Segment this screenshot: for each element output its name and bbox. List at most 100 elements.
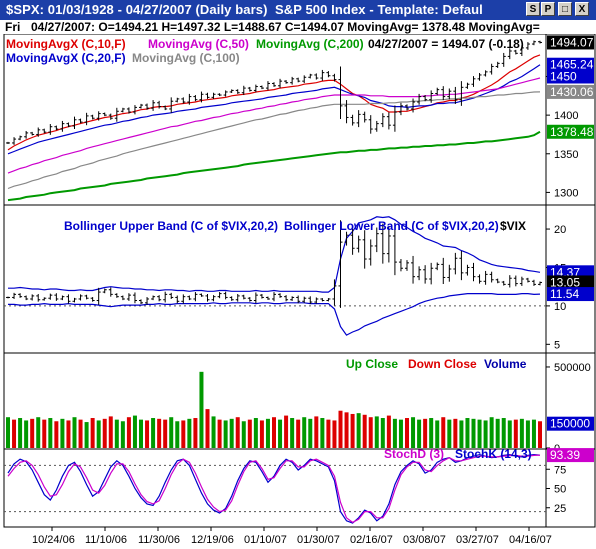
volume-bar [102,418,107,448]
volume-bar [205,409,210,448]
volume-bar [356,413,361,448]
x-tick-label: 01/30/07 [297,534,340,546]
volume-bar [302,417,307,448]
y-tick-label: 1350 [554,149,578,161]
volume-bar [386,415,391,448]
volume-bar [265,418,270,448]
price-tag-bg [547,57,594,72]
volume-bar [247,419,252,448]
volume-bar [211,416,216,448]
volume-bar [405,418,409,448]
volume-bar [18,418,23,448]
volume-bar [169,417,174,448]
volume-bar [423,418,428,448]
volume-bar [477,419,482,448]
movingavgx-c-20-f-line [7,64,541,155]
x-tick-label: 12/19/06 [191,534,234,546]
stoch-tag: 93.39 [550,448,580,462]
volume-bar [525,420,530,448]
y-tick-label: 1400 [554,110,578,122]
x-tick-label: 02/16/07 [350,534,393,546]
volume-bar [392,418,397,448]
volume-bar [199,371,204,448]
volume-bar [538,421,542,448]
movingavg-c-100-line [7,91,541,190]
volume-bar [344,412,349,448]
price-legend: 04/27/2007 = 1494.07 (-0.18) [368,37,524,51]
bollinger-lower-band-c-of-vix-20-2-line [8,293,541,336]
volume-legend: Up Close [346,357,398,371]
volume-bar [54,421,59,448]
volume-bar [145,420,150,448]
volume-bar [30,418,35,448]
volume-bar [126,417,131,448]
chart-area: 13001350140014505101520050000025507510/2… [3,34,596,546]
volume-bar [453,418,458,448]
volume-bar [326,419,331,448]
volume-bar [441,417,446,448]
title-template: - Template: Defaul [369,2,483,17]
volume-bar [175,421,180,448]
volume-bar [483,420,488,448]
volume-bar [296,419,301,448]
volume-bar [223,420,228,448]
price-tag: 1450 [550,70,577,84]
volume-bar [495,418,500,448]
volume-bar [187,418,192,448]
volume-legend: Down Close [408,357,477,371]
volume-bar [284,415,289,448]
axis-frame [545,34,596,528]
volume-bar [114,419,119,448]
x-tick-label: 04/16/07 [509,534,552,546]
p-button[interactable]: P [541,2,555,16]
price-tag: 1465.24 [550,58,594,72]
y-tick-label: 5 [554,339,560,351]
window-titlebar: $SPX: 01/03/1928 - 04/27/2007 (Daily bar… [0,0,596,20]
volume-bar [72,417,77,448]
x-tick-label: 11/10/06 [85,534,127,546]
volume-tag-bg [547,416,594,431]
s-button[interactable]: S [526,2,540,16]
volume-bar [48,418,53,448]
volume-bar [84,422,89,448]
movingavg-c-200-line [7,130,541,202]
x-tick-label: 03/08/07 [403,534,446,546]
volume-bar [459,420,464,448]
stochd-3-line [7,454,541,524]
price-tag-bg [547,35,594,50]
close-button[interactable]: X [575,2,589,16]
y-tick-label: 500000 [554,362,591,374]
volume-bar [24,420,29,448]
volume-bar [314,416,319,448]
quote-day: Fri [5,20,21,34]
maximize-button[interactable]: □ [558,2,572,16]
vix-tag-bg [547,287,594,302]
x-tick-label: 03/27/07 [456,534,499,546]
volume-bar [435,420,440,448]
volume-bar [90,418,95,448]
x-tick-label: 01/10/07 [244,534,287,546]
price-tag: 1378.48 [550,125,594,139]
vix-legend: Bollinger Upper Band (C of $VIX,20,2) [64,219,278,233]
volume-bar [290,418,295,448]
volume-bar [36,417,41,448]
price-legend: MovingAvgX (C,20,F) [6,51,126,65]
volume-bar [380,418,385,448]
volume-bar [253,418,258,448]
price-legend: MovingAvg (C,200) [256,37,364,51]
volume-bar [139,419,143,448]
volume-bar [513,419,518,448]
volume-bar [429,418,434,448]
vix-tag: 11.54 [550,287,579,301]
stoch-legend: StochD (3) [384,447,444,461]
volume-bar [259,420,264,448]
price-tag: 1494.07 [550,35,594,49]
x-tick-label: 11/30/06 [138,534,180,546]
volume-bar [272,417,276,448]
volume-bar [362,414,367,448]
volume-bar [398,419,403,448]
volume-bar [350,413,355,448]
volume-bar [60,418,65,448]
x-tick-label: 10/24/06 [32,534,75,546]
